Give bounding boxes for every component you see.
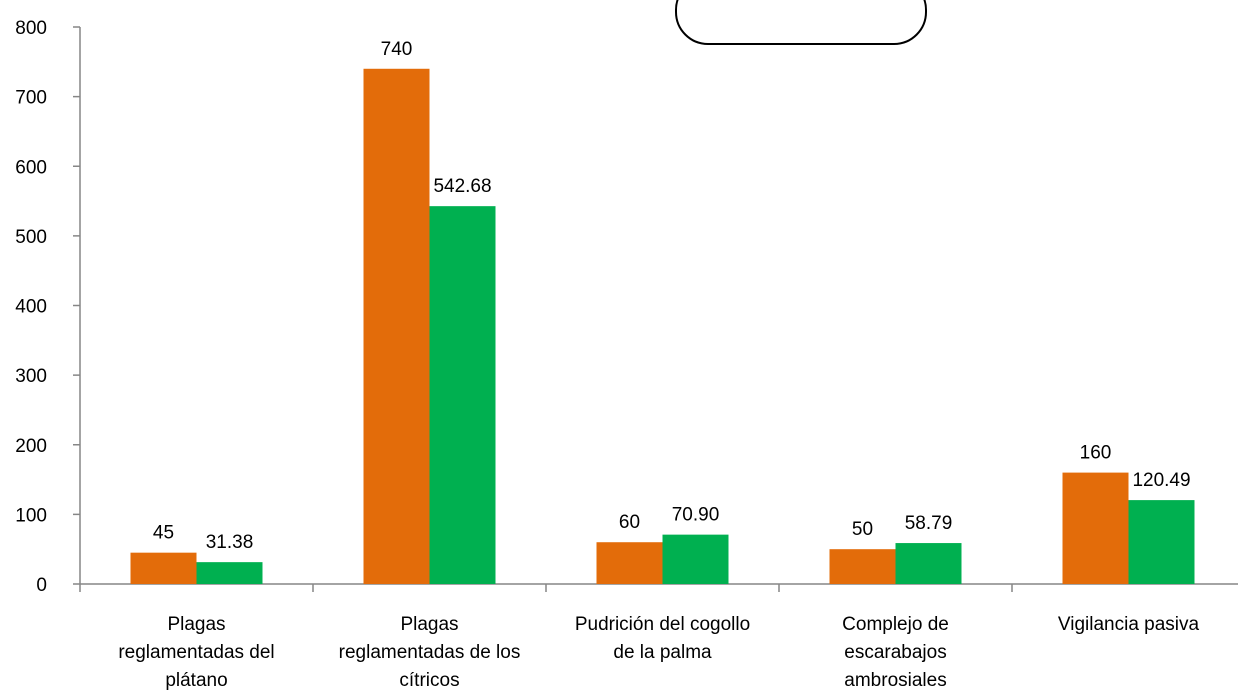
y-tick-label: 200 (15, 436, 47, 457)
bar-series-1 (363, 68, 430, 584)
bar-series-2 (895, 543, 962, 584)
x-category-label-line: Complejo de (842, 614, 949, 635)
bar-series-2 (196, 562, 263, 584)
data-label-series-1: 45 (153, 523, 174, 544)
chart-bars (130, 68, 1195, 584)
x-category-label-line: ambrosiales (844, 670, 946, 691)
x-category-label: Complejo de escarabajos ambrosiales (842, 614, 949, 691)
x-category-label-line: de la palma (613, 642, 712, 663)
chart-labels: 45 31.38 Plagas reglamentadas del plátano 740… (118, 39, 1199, 691)
x-category-label-line: Plagas (167, 614, 225, 635)
x-category-label-line: plátano (165, 670, 227, 691)
bar-series-2 (662, 534, 729, 584)
x-category-label-line: reglamentadas del (118, 642, 274, 663)
x-category-label-line: escarabajos (844, 642, 946, 663)
x-category-label-line: Plagas (400, 614, 458, 635)
x-category-label-line: cítricos (399, 670, 459, 691)
x-category-label-line: Vigilancia pasiva (1058, 614, 1200, 635)
data-label-series-1: 50 (852, 519, 873, 540)
data-label-series-2: 31.38 (206, 532, 254, 553)
data-label-series-1: 60 (619, 512, 640, 533)
y-tick-label: 400 (15, 297, 47, 318)
bar-series-1 (596, 542, 663, 584)
data-label-series-1: 160 (1080, 443, 1112, 464)
y-tick-label: 700 (15, 88, 47, 109)
bar-series-2 (1128, 500, 1195, 584)
y-tick-label: 300 (15, 366, 47, 387)
bar-series-1 (130, 552, 197, 584)
annotation-callout-box (675, 0, 927, 45)
data-label-series-1: 740 (381, 39, 413, 60)
y-tick-label: 800 (15, 18, 47, 39)
y-tick-label: 0 (36, 575, 47, 596)
chart-axes: 0 100 200 300 400 500 600 700 800 (15, 18, 1238, 596)
x-category-label: Plagas reglamentadas de los cítricos (339, 614, 521, 691)
data-label-series-2: 542.68 (433, 176, 491, 197)
data-label-series-2: 120.49 (1132, 470, 1190, 491)
x-category-label: Pudrición del cogollo de la palma (575, 614, 750, 663)
y-tick-label: 500 (15, 227, 47, 248)
x-category-label-line: reglamentadas de los (339, 642, 521, 663)
data-label-series-2: 70.90 (672, 505, 720, 526)
y-tick-label: 100 (15, 505, 47, 526)
y-tick-label: 600 (15, 157, 47, 178)
x-category-label-line: Pudrición del cogollo (575, 614, 750, 635)
data-label-series-2: 58.79 (905, 513, 953, 534)
bar-series-1 (829, 549, 896, 584)
bar-series-2 (429, 206, 496, 584)
bar-series-1 (1062, 472, 1129, 584)
x-category-label: Plagas reglamentadas del plátano (118, 614, 274, 691)
x-category-label: Vigilancia pasiva (1058, 614, 1200, 635)
